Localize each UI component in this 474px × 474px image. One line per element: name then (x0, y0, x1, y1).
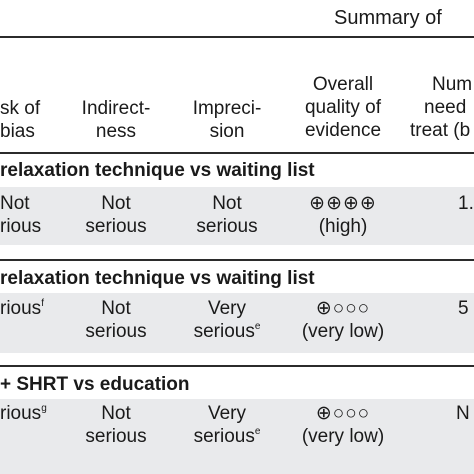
cell-risk-of-bias: riousg (0, 402, 48, 425)
cell-text: serious (196, 216, 258, 237)
cell-line: riousf (0, 297, 48, 320)
cell-nnt: 1. (458, 193, 474, 214)
footnote-marker: e (254, 426, 261, 437)
cell-text: rious (0, 216, 42, 237)
quality-symbols: ⊕○○○ (315, 298, 371, 319)
cell-line: Not (101, 193, 131, 214)
quality-label: (very low) (301, 321, 385, 342)
header-quality-line1: Overall (312, 74, 374, 95)
header-quality-line3: evidence (304, 120, 382, 141)
cell-indirectness: Not serious (66, 402, 166, 448)
cell-line: serious (177, 215, 277, 238)
cell-text: serious (193, 426, 255, 447)
header-quality-line2: quality of (304, 97, 382, 118)
section-title: + SHRT vs education (0, 374, 190, 395)
cell-line: Not (101, 403, 131, 424)
cell-text: serious (193, 321, 255, 342)
header-risk-of-bias-line2: bias (0, 121, 35, 142)
cell-line: Very (207, 298, 247, 319)
header-nnt-line1: Num (432, 74, 473, 95)
header-quality: Overall quality of evidence (287, 73, 399, 142)
cell-indirectness: Not serious (66, 297, 166, 343)
cell-quality: ⊕○○○ (very low) (287, 297, 399, 343)
header-nnt: Num need treat (b (408, 73, 474, 142)
cell-quality: ⊕⊕⊕⊕ (high) (287, 192, 399, 238)
cell-line: seriouse (177, 425, 277, 448)
cell-risk-of-bias: riousf (0, 297, 48, 320)
cell-line: seriouse (177, 320, 277, 343)
header-risk-of-bias: sk of bias (0, 97, 50, 143)
header-nnt-line3: treat (b (410, 120, 471, 141)
section-rule (0, 259, 474, 261)
cell-nnt: 5 (458, 298, 469, 319)
cell-imprecision: Very seriouse (177, 297, 277, 343)
header-rule (0, 152, 474, 154)
cell-line: Very (207, 403, 247, 424)
cell-imprecision: Not serious (177, 192, 277, 238)
header-indirectness: Indirect- ness (66, 97, 166, 143)
cell-text: rious (0, 298, 42, 319)
quality-label: (very low) (301, 426, 385, 447)
cell-line: Not (101, 298, 131, 319)
cell-line: riousg (0, 402, 48, 425)
row-band (0, 399, 474, 474)
cell-risk-of-bias: Not rious (0, 192, 48, 238)
header-risk-of-bias-line1: sk of (0, 98, 41, 119)
cell-line: Not (0, 193, 30, 214)
row-band (0, 293, 474, 353)
summary-heading: Summary of (334, 7, 442, 29)
quality-label: (high) (318, 216, 368, 237)
cell-line: serious (85, 426, 147, 447)
cell-nnt: N (456, 403, 470, 424)
quality-symbols: ⊕○○○ (315, 403, 371, 424)
header-indirectness-line1: Indirect- (81, 98, 151, 119)
header-indirectness-line2: ness (95, 121, 137, 142)
header-nnt-line2: need (424, 97, 467, 118)
cell-line: rious (0, 215, 48, 238)
footnote-marker: f (41, 298, 44, 309)
cell-line: Not (212, 193, 242, 214)
footnote-marker: g (41, 403, 47, 414)
cell-quality: ⊕○○○ (very low) (287, 402, 399, 448)
cell-line: serious (85, 321, 147, 342)
header-imprecision: Impreci- sion (177, 97, 277, 143)
top-rule (0, 36, 474, 38)
section-title: relaxation technique vs waiting list (0, 160, 315, 181)
quality-symbols: ⊕⊕⊕⊕ (309, 193, 377, 214)
header-imprecision-line2: sion (209, 121, 245, 142)
cell-indirectness: Not serious (66, 192, 166, 238)
section-title: relaxation technique vs waiting list (0, 268, 315, 289)
footnote-marker: e (254, 321, 261, 332)
section-rule (0, 365, 474, 367)
cell-text: rious (0, 403, 42, 424)
cell-imprecision: Very seriouse (177, 402, 277, 448)
cell-line: serious (85, 216, 147, 237)
row-band (0, 187, 474, 245)
header-imprecision-line1: Impreci- (192, 98, 262, 119)
